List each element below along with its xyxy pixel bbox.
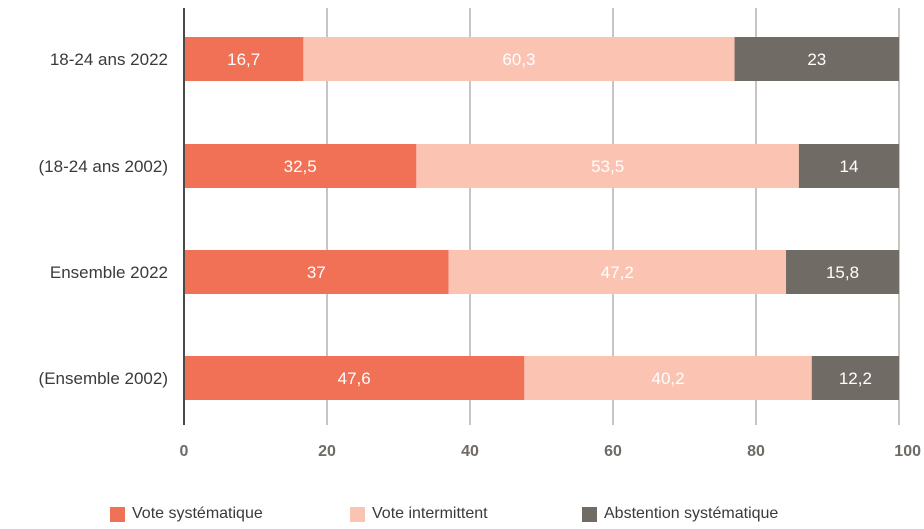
bar-abstention-systematique-ensemble-2002: [811, 356, 899, 400]
bar-vote-intermittent-ensemble-2002: [524, 356, 812, 400]
legend: Vote systématique Vote intermittent Abst…: [0, 505, 924, 527]
bar-label-vote-intermittent-18-24-ans-2022: 60,3: [502, 50, 535, 69]
category-label-ensemble-2022: Ensemble 2022: [50, 263, 168, 282]
legend-swatch-vote-systematique: [110, 506, 125, 522]
category-label-ensemble-2002: (Ensemble 2002): [39, 369, 168, 388]
legend-label-vote-intermittent: Vote intermittent: [372, 505, 488, 522]
bar-label-abstention-systematique-ensemble-2002: 12,2: [839, 369, 872, 388]
bar-label-vote-systematique-ensemble-2002: 47,6: [338, 369, 371, 388]
bar-label-abstention-systematique-18-24-ans-2002: 14: [839, 157, 858, 176]
bar-vote-systematique-ensemble-2002: [184, 356, 525, 400]
bar-vote-systematique-18-24-ans-2022: [184, 37, 304, 81]
bar-abstention-systematique-18-24-ans-2002: [798, 144, 899, 188]
bar-label-vote-intermittent-18-24-ans-2002: 53,5: [591, 157, 624, 176]
legend-label-abstention-systematique: Abstention systématique: [604, 505, 779, 522]
bar-vote-intermittent-ensemble-2022: [448, 250, 787, 294]
bar-vote-systematique-ensemble-2022: [184, 250, 449, 294]
bar-vote-intermittent-18-24-ans-2002: [416, 144, 799, 188]
x-tick-label-20: 20: [318, 443, 336, 460]
bar-abstention-systematique-18-24-ans-2022: [734, 37, 899, 81]
bar-label-vote-systematique-18-24-ans-2022: 16,7: [227, 50, 260, 69]
x-tick-label-100: 100: [894, 443, 921, 460]
stacked-bar-chart: 16,7 60,3 23 18-24 ans 2022 32,5 53,5 14 (18-24…: [39, 8, 921, 460]
x-tick-label-60: 60: [604, 443, 622, 460]
legend-swatch-abstention-systematique: [582, 506, 597, 522]
bar-vote-systematique-18-24-ans-2002: [184, 144, 417, 188]
x-tick-label-80: 80: [747, 443, 765, 460]
bar-label-vote-systematique-18-24-ans-2002: 32,5: [284, 157, 317, 176]
x-tick-label-40: 40: [461, 443, 479, 460]
category-label-18-24-ans-2002: (18-24 ans 2002): [39, 157, 168, 176]
category-label-18-24-ans-2022: 18-24 ans 2022: [50, 50, 168, 69]
legend-label-vote-systematique: Vote systématique: [132, 505, 263, 522]
x-tick-label-0: 0: [180, 443, 189, 460]
legend-item-vote-systematique: Vote systématique: [110, 505, 263, 523]
bar-label-abstention-systematique-ensemble-2022: 15,8: [826, 263, 859, 282]
bar-label-abstention-systematique-18-24-ans-2022: 23: [807, 50, 826, 69]
bar-label-vote-intermittent-ensemble-2002: 40,2: [652, 369, 685, 388]
legend-item-abstention-systematique: Abstention systématique: [582, 505, 778, 523]
bar-label-vote-intermittent-ensemble-2022: 47,2: [601, 263, 634, 282]
legend-item-vote-intermittent: Vote intermittent: [350, 505, 488, 523]
legend-swatch-vote-intermittent: [350, 506, 365, 522]
bar-vote-intermittent-18-24-ans-2022: [303, 37, 735, 81]
bar-abstention-systematique-ensemble-2022: [786, 250, 899, 294]
bar-label-vote-systematique-ensemble-2022: 37: [307, 263, 326, 282]
